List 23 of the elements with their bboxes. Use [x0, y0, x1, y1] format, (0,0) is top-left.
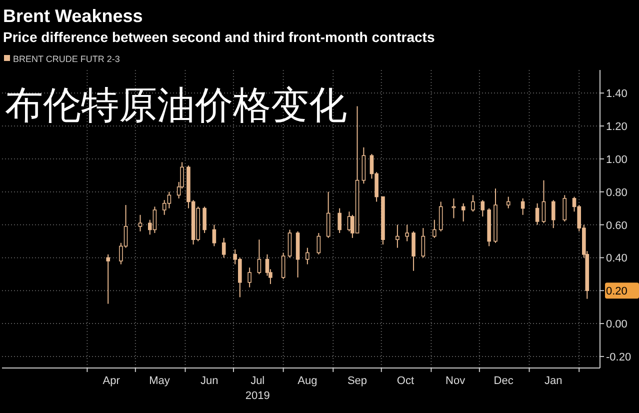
- y-tick-label: 0.00: [606, 318, 628, 331]
- legend: BRENT CRUDE FUTR 2-3: [4, 54, 120, 64]
- x-tick-label: Nov: [446, 375, 466, 387]
- y-tick-label: 0.40: [606, 252, 628, 265]
- x-tick-label: Aug: [298, 375, 318, 387]
- x-tick-label: May: [149, 375, 170, 387]
- chart-title: Brent Weakness: [3, 6, 143, 26]
- x-tick-label: Dec: [494, 375, 514, 387]
- annotation: 布伦特原油价格变化: [5, 85, 347, 127]
- y-tick-label: 1.20: [606, 120, 628, 133]
- y-tick-label: 0.20: [606, 286, 628, 298]
- chart-subtitle: Price difference between second and third front-month contracts: [3, 29, 435, 45]
- x-tick-label: Oct: [396, 375, 414, 387]
- x-tick-label: Apr: [102, 375, 120, 387]
- x-tick-label: Sep: [347, 375, 368, 387]
- y-tick-label: 1.40: [606, 88, 628, 100]
- y-tick-label: 0.60: [606, 220, 628, 232]
- x-tick-label: Jan: [544, 375, 562, 387]
- x-tick-label: Jun: [200, 375, 218, 387]
- y-tick-label: 1.00: [606, 154, 628, 166]
- y-tick-label: -0.20: [606, 351, 632, 364]
- x-tick-label: Jul 2019: [245, 375, 270, 402]
- y-tick-label: 0.80: [606, 186, 628, 199]
